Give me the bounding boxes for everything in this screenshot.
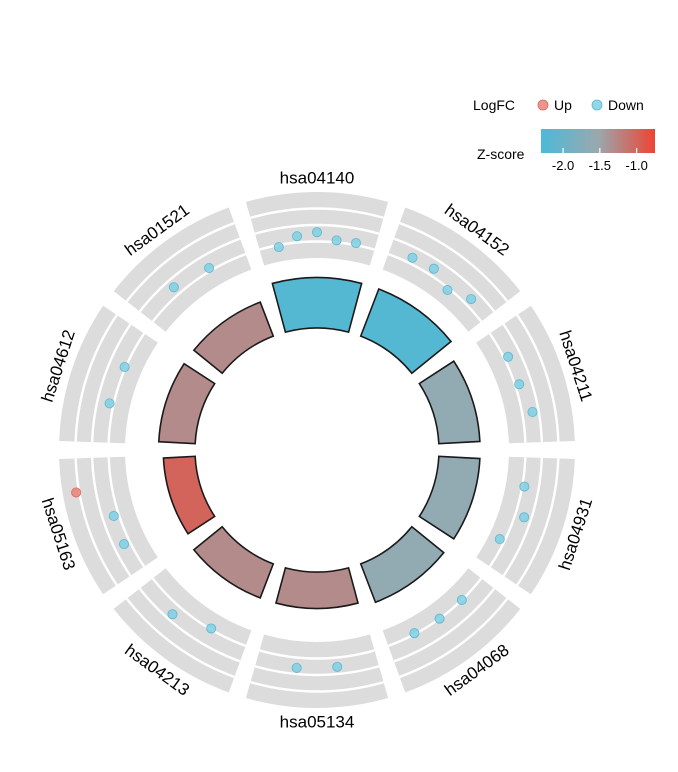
gene-point bbox=[291, 662, 302, 673]
outer-segment-hsa04211 bbox=[476, 305, 575, 444]
legend-down-marker bbox=[591, 99, 603, 111]
legend-zscore-title: Z-score bbox=[477, 146, 525, 162]
grid-arc bbox=[259, 649, 375, 660]
zscore-gradient-bar bbox=[541, 129, 655, 153]
gene-point bbox=[514, 379, 525, 390]
grid-arc bbox=[393, 587, 496, 663]
grid-arc bbox=[254, 665, 380, 677]
grid-arc bbox=[125, 597, 235, 679]
grid-arc bbox=[387, 252, 483, 323]
legend-logfc-title: LogFC bbox=[473, 97, 515, 113]
gene-point bbox=[168, 282, 179, 293]
grid-arc bbox=[74, 314, 118, 442]
grid-arc bbox=[138, 237, 241, 313]
grid-arc bbox=[393, 237, 496, 313]
grid-arc bbox=[90, 457, 132, 577]
zscore-bar-hsa05134 bbox=[275, 566, 359, 610]
outer-segment-hsa04931 bbox=[476, 456, 575, 595]
zscore-tick-label: -2.0 bbox=[552, 158, 574, 173]
grid-arc bbox=[74, 458, 118, 586]
legend: LogFC Up Down Z-score -2.0 -1.5 -1.0 bbox=[473, 97, 655, 173]
gene-point bbox=[292, 231, 303, 242]
gene-point bbox=[206, 623, 217, 634]
gene-point bbox=[167, 609, 178, 620]
grid-arc bbox=[502, 323, 544, 443]
gene-point bbox=[527, 407, 538, 418]
zscore-bar-hsa04068 bbox=[359, 525, 445, 604]
category-label-hsa05134: hsa05134 bbox=[280, 713, 355, 732]
gene-point bbox=[519, 481, 530, 492]
gene-point bbox=[311, 227, 322, 238]
grid-arc bbox=[254, 223, 380, 235]
gene-point bbox=[104, 398, 115, 409]
grid-arc bbox=[516, 458, 560, 586]
grid-arc bbox=[151, 577, 247, 648]
gene-point bbox=[108, 511, 119, 522]
gene-point bbox=[494, 534, 505, 545]
zscore-bar-hsa04612 bbox=[157, 362, 216, 445]
outer-segment-hsa05134 bbox=[245, 634, 389, 708]
gene-point bbox=[273, 242, 284, 253]
zscore-bar-hsa01521 bbox=[192, 301, 275, 375]
zscore-bar-hsa04931 bbox=[418, 455, 481, 540]
zscore-bar-hsa04213 bbox=[192, 525, 275, 599]
gene-point bbox=[119, 362, 130, 373]
gene-point bbox=[332, 661, 343, 672]
grid-arc bbox=[516, 314, 560, 442]
gene-point bbox=[350, 238, 361, 249]
gene-point bbox=[407, 252, 418, 263]
gene-point bbox=[204, 262, 215, 273]
gene-point bbox=[442, 285, 453, 296]
grid-arc bbox=[90, 323, 132, 443]
gene-point bbox=[119, 539, 130, 550]
gene-point bbox=[71, 487, 82, 498]
grid-arc bbox=[138, 587, 241, 663]
grid-arc bbox=[488, 457, 527, 568]
grid-arc bbox=[125, 221, 235, 303]
gene-point bbox=[434, 613, 445, 624]
gene-point bbox=[466, 294, 477, 305]
grid-arc bbox=[399, 221, 509, 303]
category-label-hsa04140: hsa04140 bbox=[280, 169, 355, 188]
zscore-bar-hsa05163 bbox=[162, 455, 216, 535]
zscore-bar-hsa04152 bbox=[359, 287, 453, 375]
gene-point bbox=[331, 235, 342, 246]
gene-point bbox=[428, 263, 439, 274]
legend-up-label: Up bbox=[554, 97, 572, 113]
outer-ring bbox=[59, 191, 575, 708]
grid-arc bbox=[107, 332, 146, 443]
legend-up-marker bbox=[537, 99, 549, 111]
gene-point bbox=[519, 512, 530, 523]
grid-arc bbox=[250, 680, 384, 693]
legend-down-label: Down bbox=[608, 97, 644, 113]
outer-segment-hsa04612 bbox=[59, 305, 158, 444]
gene-point bbox=[503, 351, 514, 362]
grid-arc bbox=[250, 207, 384, 220]
grid-arc bbox=[151, 252, 247, 323]
grid-arc bbox=[259, 240, 375, 251]
outer-segment-hsa05163 bbox=[59, 456, 158, 595]
grid-arc bbox=[399, 597, 509, 679]
zscore-bar-hsa04211 bbox=[418, 360, 481, 445]
inner-ring bbox=[157, 276, 481, 610]
grid-arc bbox=[107, 457, 146, 568]
zscore-tick-label: -1.5 bbox=[589, 158, 611, 173]
grid-arc bbox=[502, 457, 544, 577]
gene-point bbox=[456, 594, 467, 605]
zscore-tick-label: -1.0 bbox=[625, 158, 647, 173]
gene-point bbox=[409, 628, 420, 639]
zscore-bar-hsa04140 bbox=[271, 276, 363, 334]
